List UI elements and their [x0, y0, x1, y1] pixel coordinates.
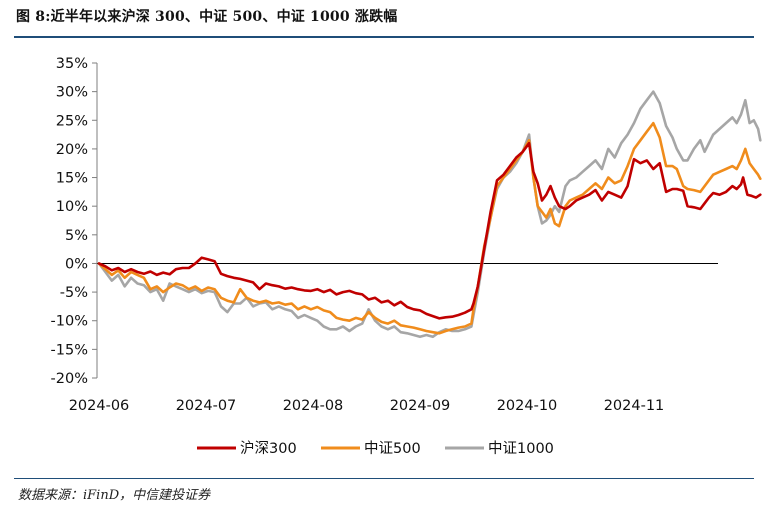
data-source-note: 数据来源：iFinD，中信建投证券	[18, 488, 211, 503]
x-tick-label: 2024-06	[69, 398, 130, 414]
legend-label-1: 沪深300	[240, 440, 297, 457]
y-tick-label: 10%	[56, 199, 88, 215]
axes: 35% 30% 25% 20% 15% 10% 5% 0% -5% -10% -15% -20% 202…	[51, 56, 718, 414]
y-tick-label: 0%	[65, 256, 88, 272]
y-tick-label: -10%	[51, 314, 88, 330]
x-tick-label: 2024-11	[604, 398, 665, 414]
series-line-3	[97, 90, 762, 339]
series-line-2	[97, 121, 762, 335]
x-tick-label: 2024-08	[283, 398, 344, 414]
legend: 沪深300 中证500 中证1000	[197, 440, 554, 457]
x-tick-label: 2024-09	[390, 398, 451, 414]
y-tick-label: 20%	[56, 142, 88, 158]
legend-label-2: 中证500	[364, 440, 421, 457]
y-tick-label: 15%	[56, 171, 88, 187]
series-line-1	[97, 141, 762, 320]
y-tick-label: 35%	[56, 56, 88, 72]
legend-label-3: 中证1000	[488, 440, 554, 457]
figure-title: 图 8:近半年以来沪深 300、中证 500、中证 1000 涨跌幅	[16, 9, 398, 25]
bottom-rule	[14, 478, 754, 479]
top-rule	[14, 36, 754, 38]
y-tick-label: 25%	[56, 113, 88, 129]
y-tick-label: -20%	[51, 371, 88, 387]
x-tick-label: 2024-07	[176, 398, 237, 414]
y-tick-label: -5%	[60, 285, 88, 301]
x-tick-label: 2024-10	[497, 398, 558, 414]
y-tick-label: -15%	[51, 342, 88, 358]
y-tick-label: 30%	[56, 85, 88, 101]
series-lines	[97, 90, 762, 339]
y-tick-label: 5%	[65, 228, 88, 244]
